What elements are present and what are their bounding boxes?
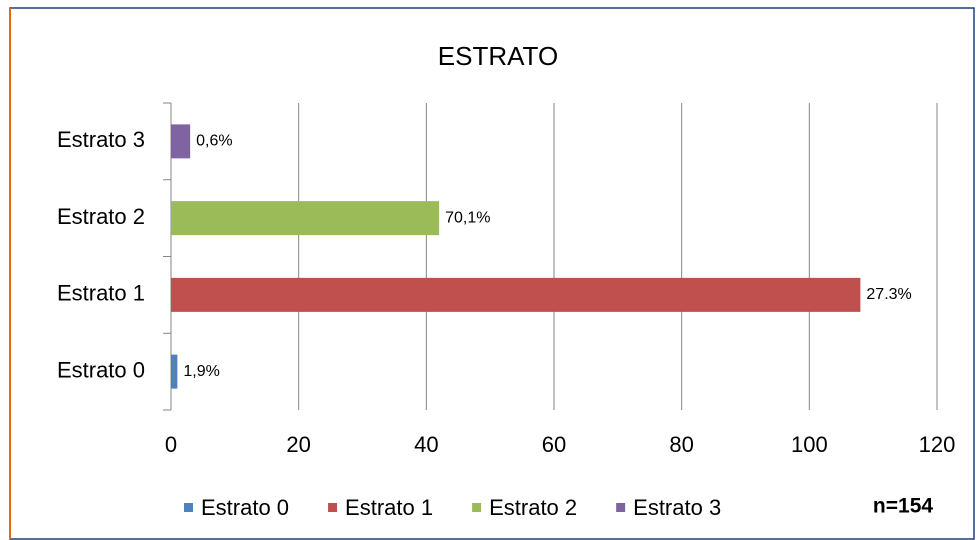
annotation: n=154 <box>873 495 933 518</box>
legend-swatch <box>184 503 193 512</box>
bar <box>171 201 440 236</box>
x-tick-label: 20 <box>286 432 310 457</box>
legend-swatch <box>616 503 626 512</box>
data-label: 27.3% <box>866 286 911 303</box>
legend-label: Estrato 2 <box>489 495 577 520</box>
bar <box>171 124 191 159</box>
data-label: 1,9% <box>183 363 219 380</box>
legend-label: Estrato 1 <box>345 495 433 520</box>
y-tick-label: Estrato 1 <box>57 281 145 306</box>
y-tick-label: Estrato 2 <box>57 204 145 229</box>
chart-frame <box>9 7 975 540</box>
x-tick-label: 100 <box>791 432 828 457</box>
x-tick-label: 80 <box>669 432 693 457</box>
y-tick-label: Estrato 0 <box>57 357 145 382</box>
x-tick-label: 40 <box>414 432 438 457</box>
legend-swatch <box>472 503 482 512</box>
x-tick-label: 60 <box>542 432 566 457</box>
x-tick-label: 0 <box>165 432 177 457</box>
data-label: 0,6% <box>196 133 232 150</box>
y-tick-label: Estrato 3 <box>57 127 145 152</box>
bar <box>171 354 178 389</box>
legend-label: Estrato 3 <box>633 495 721 520</box>
chart-title: ESTRATO <box>438 41 558 71</box>
legend-swatch <box>328 503 338 512</box>
x-tick-label: 120 <box>919 432 956 457</box>
legend-label: Estrato 0 <box>201 495 289 520</box>
bar <box>171 277 861 312</box>
data-label: 70,1% <box>445 209 490 226</box>
